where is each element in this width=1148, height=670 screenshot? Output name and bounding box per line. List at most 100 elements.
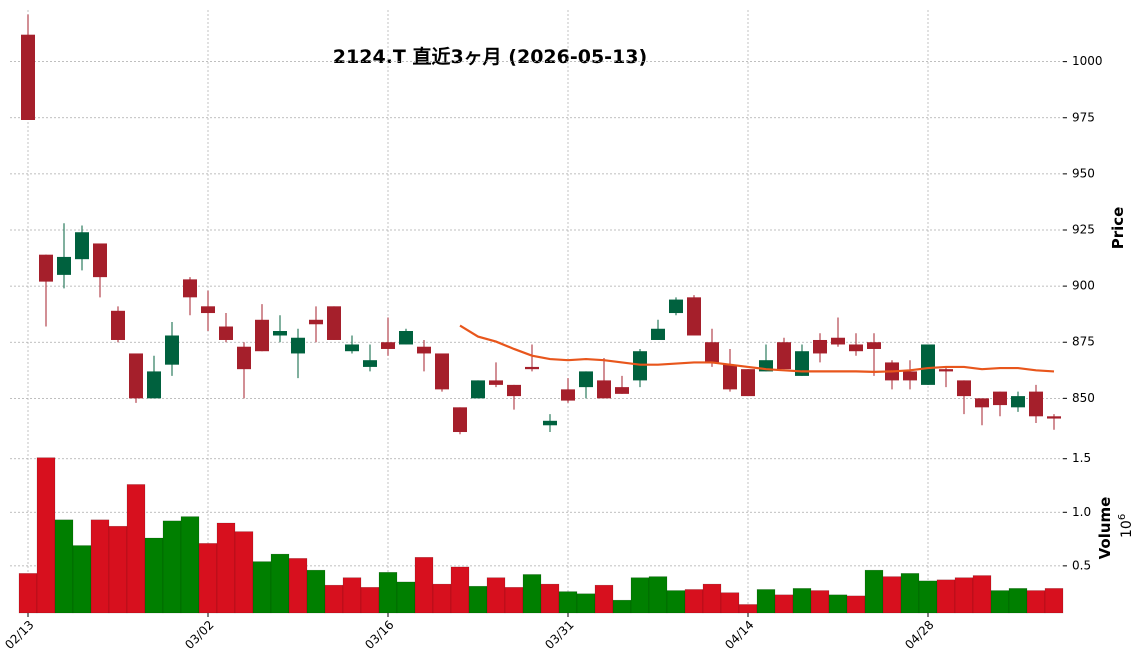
candle-body [903,371,917,381]
volume-bar [180,516,200,614]
candle-body [273,331,287,336]
volume-bar [594,584,614,614]
volume-bar [828,594,848,614]
candle-body [1047,416,1061,419]
price-tick-label: 875 [1072,335,1095,349]
candle-body [543,420,557,426]
volume-bar [810,590,830,614]
volume-bar [774,594,794,614]
volume-bar [900,573,920,614]
x-tick-label: 02/13 [2,618,36,652]
price-tick-label: 950 [1072,166,1095,180]
volume-bar [378,572,398,614]
x-tick-label: 03/02 [182,618,216,652]
candle-body [669,299,683,314]
volume-bar [846,595,866,614]
price-axis-label: Price [1109,207,1127,250]
volume-tick-label: 1.0 [1072,505,1091,519]
volume-bar [216,522,236,614]
volume-bar [990,590,1010,614]
volume-bar [486,577,506,614]
candle-body [1029,391,1043,417]
volume-bar [252,561,272,614]
candle-body [759,360,773,372]
volume-bar [738,604,758,614]
volume-bar [144,537,164,614]
candle-body [633,351,647,381]
volume-bar [396,581,416,614]
volume-bar [540,583,560,614]
volume-bar [162,520,182,614]
candle-body [363,360,377,367]
candle-body [309,319,323,325]
volume-bar [306,569,326,614]
candle-body [831,337,845,345]
x-tick-label: 03/16 [362,618,396,652]
candle-body [921,344,935,385]
volume-bar [324,584,344,614]
volume-bar [90,519,110,614]
volume-bar [666,590,686,614]
moving-average-line [459,324,1055,373]
candle-body [471,380,485,399]
x-tick-label: 03/31 [542,618,576,652]
volume-bar [18,573,38,614]
volume-bar [108,525,128,614]
volume-bar [360,587,380,614]
volume-bar [720,592,740,614]
volume-bar [1044,588,1064,614]
candle-body [561,389,575,401]
volume-bar [342,577,362,614]
candle-body [507,384,521,397]
volume-bar [504,587,524,614]
volume-bar [1008,588,1028,614]
candle-body [939,369,953,372]
candle-body [453,407,467,433]
candle-body [219,326,233,340]
offset-base: 10 [1119,520,1135,538]
volume-bar [450,566,470,614]
volume-bar [36,457,56,614]
volume-bar [432,583,452,614]
candle-body [147,371,161,399]
volume-bar [414,557,434,614]
candle-body [1011,396,1025,408]
price-tick-label: 900 [1072,279,1095,293]
volume-bar [522,574,542,614]
volume-bar [882,576,902,614]
x-tick-label: 04/14 [722,618,756,652]
candle-body [75,232,89,260]
chart-title: 2124.T 直近3ヶ月 (2026-05-13) [333,45,647,68]
candle-body [39,254,53,282]
candle-body [849,344,863,352]
price-tick-label: 850 [1072,391,1095,405]
volume-bar [648,576,668,614]
candle-body [579,371,593,388]
volume-bar [270,553,290,614]
volume-bar [684,589,704,614]
price-tick-label: 925 [1072,222,1095,236]
volume-bar [702,583,722,614]
x-tick-label: 04/28 [902,618,936,652]
volume-bar [864,569,884,614]
candle-body [705,342,719,363]
candle-body [975,398,989,408]
volume-offset-label: 106 [1117,514,1135,538]
volume-axis-label: Volume [1096,497,1114,560]
volume-bar [792,588,812,614]
candle-body [525,366,539,370]
volume-bar [72,545,92,614]
candle-body [183,279,197,298]
candle-body [417,346,431,354]
candle-body [615,387,629,394]
volume-bar [612,599,632,614]
volume-tick-label: 0.5 [1072,558,1091,572]
volume-bar [54,519,74,614]
volume-bar [558,591,578,614]
candle-body [21,34,35,120]
candle-body [651,328,665,340]
candle-body [993,391,1007,406]
volume-bar [198,543,218,614]
candle-body [201,306,215,314]
